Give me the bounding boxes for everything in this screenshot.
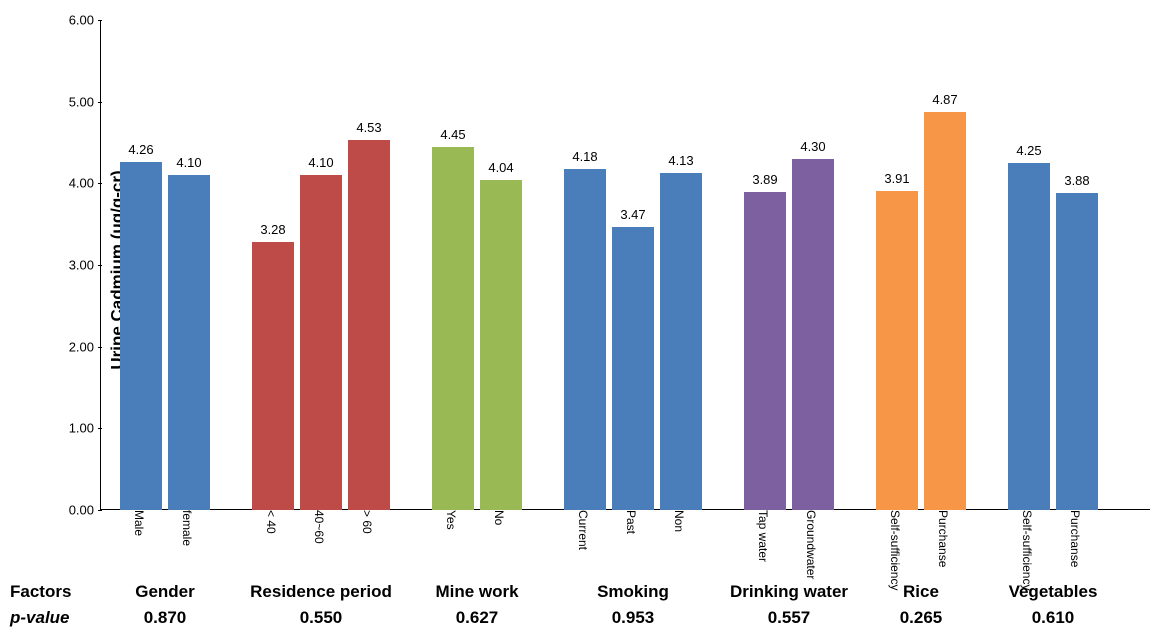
bar: 4.04No <box>480 180 522 510</box>
footer-pvalue-header: p-value <box>10 608 70 628</box>
footer-factor-name: Residence period <box>231 582 411 602</box>
y-tick-label: 6.00 <box>58 13 94 28</box>
bar-value-label: 4.10 <box>300 155 342 170</box>
bar-category-label: Self-sufficiency <box>888 510 906 590</box>
bar: 3.88Purchanse <box>1056 193 1098 510</box>
footer-factor-name: Gender <box>99 582 231 602</box>
y-tick-mark <box>98 265 102 266</box>
footer-factor-name: Smoking <box>543 582 723 602</box>
bar-category-label: 40~60 <box>312 510 330 544</box>
bar-category-label: Tap water <box>756 510 774 562</box>
bar-value-label: 4.04 <box>480 160 522 175</box>
bar-value-label: 4.45 <box>432 127 474 142</box>
y-tick-label: 1.00 <box>58 421 94 436</box>
chart-container: Urine Cadmium (ug/g-cr) 0.001.002.003.00… <box>0 0 1176 632</box>
y-tick-label: 2.00 <box>58 339 94 354</box>
bar-category-label: Yes <box>444 510 462 530</box>
bar-value-label: 4.18 <box>564 149 606 164</box>
y-tick-label: 4.00 <box>58 176 94 191</box>
y-tick-mark <box>98 183 102 184</box>
bar: 4.87Purchanse <box>924 112 966 510</box>
y-tick-label: 3.00 <box>58 258 94 273</box>
bar-value-label: 4.30 <box>792 139 834 154</box>
bar: 4.10female <box>168 175 210 510</box>
bar: 3.47Past <box>612 227 654 510</box>
chart-plot-area: 4.26Male4.10female 3.28< 404.1040~604.53>… <box>100 20 1150 510</box>
y-tick-label: 5.00 <box>58 94 94 109</box>
bar-value-label: 3.91 <box>876 171 918 186</box>
bar-category-label: < 40 <box>264 510 282 534</box>
bar-value-label: 3.89 <box>744 172 786 187</box>
footer-factors-header: Factors <box>10 582 71 602</box>
bar: 3.91Self-sufficiency <box>876 191 918 510</box>
bar-category-label: Current <box>576 510 594 550</box>
bar-category-label: Self-sufficiency <box>1020 510 1038 590</box>
bar-value-label: 4.25 <box>1008 143 1050 158</box>
bar-value-label: 4.13 <box>660 153 702 168</box>
bar-category-label: female <box>180 510 198 546</box>
bar-value-label: 4.10 <box>168 155 210 170</box>
bar: 3.28< 40 <box>252 242 294 510</box>
bar: 4.25Self-sufficiency <box>1008 163 1050 510</box>
bar-value-label: 3.47 <box>612 207 654 222</box>
bar-value-label: 4.26 <box>120 142 162 157</box>
y-tick-mark <box>98 102 102 103</box>
footer-pvalue: 0.870 <box>99 608 231 628</box>
bar-category-label: Male <box>132 510 150 536</box>
bar: 3.89Tap water <box>744 192 786 510</box>
bar: 4.26Male <box>120 162 162 510</box>
bar-category-label: Purchanse <box>1068 510 1086 567</box>
y-tick-mark <box>98 20 102 21</box>
y-tick-mark <box>98 347 102 348</box>
bar: 4.1040~60 <box>300 175 342 510</box>
bar-category-label: Purchanse <box>936 510 954 567</box>
bar-category-label: Past <box>624 510 642 534</box>
bar-value-label: 3.28 <box>252 222 294 237</box>
bar: 4.53> 60 <box>348 140 390 510</box>
footer-pvalue: 0.953 <box>543 608 723 628</box>
footer-factor-name: Mine work <box>411 582 543 602</box>
bar: 4.18Current <box>564 169 606 510</box>
footer-pvalue: 0.265 <box>855 608 987 628</box>
y-tick-mark <box>98 428 102 429</box>
bar: 4.45Yes <box>432 147 474 510</box>
bar-value-label: 4.87 <box>924 92 966 107</box>
bar-value-label: 3.88 <box>1056 173 1098 188</box>
bar-category-label: Groundwater <box>804 510 822 579</box>
bar-category-label: Non <box>672 510 690 532</box>
bar: 4.30Groundwater <box>792 159 834 510</box>
bar-category-label: > 60 <box>360 510 378 534</box>
bar: 4.13Non <box>660 173 702 510</box>
footer-factor-name: Rice <box>855 582 987 602</box>
footer-pvalue: 0.610 <box>987 608 1119 628</box>
y-tick-mark <box>98 510 102 511</box>
footer-pvalue: 0.557 <box>723 608 855 628</box>
footer-pvalue: 0.550 <box>231 608 411 628</box>
bar-category-label: No <box>492 510 510 525</box>
footer-pvalue: 0.627 <box>411 608 543 628</box>
y-tick-label: 0.00 <box>58 503 94 518</box>
bar-value-label: 4.53 <box>348 120 390 135</box>
y-axis-ticks: 0.001.002.003.004.005.006.00 <box>58 20 98 510</box>
footer-factor-name: Vegetables <box>987 582 1119 602</box>
footer-factor-name: Drinking water <box>723 582 855 602</box>
